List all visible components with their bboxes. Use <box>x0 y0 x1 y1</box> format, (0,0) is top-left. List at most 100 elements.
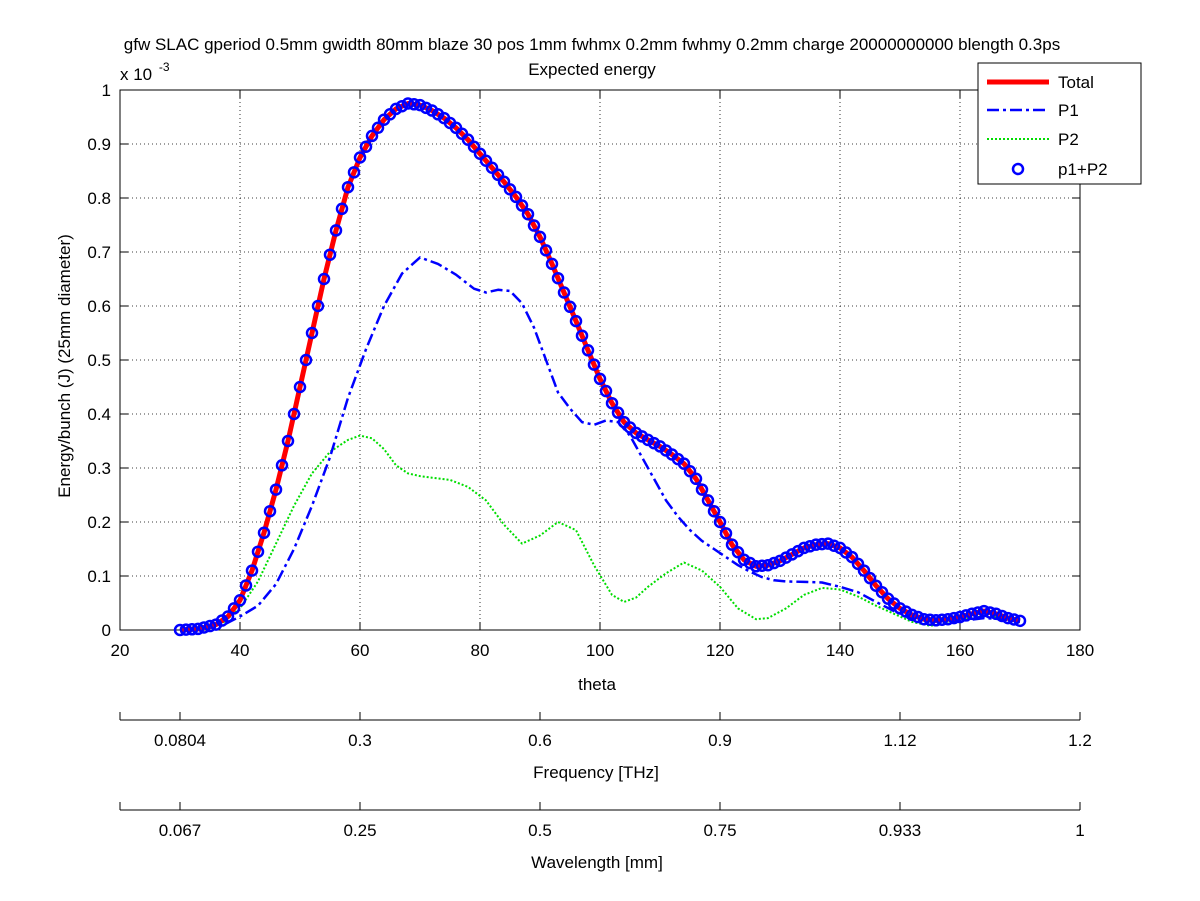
y-tick-label: 0.7 <box>87 243 111 262</box>
marker-point <box>563 300 577 314</box>
marker-point <box>791 544 805 558</box>
secondary-tick-label: 0.0804 <box>154 731 206 750</box>
marker-point <box>767 556 781 570</box>
marker-point <box>299 353 313 367</box>
marker-point <box>245 564 259 577</box>
marker-point <box>713 515 727 529</box>
marker-point <box>173 623 187 637</box>
y-exponent-label: x 10 -3 <box>120 60 170 84</box>
y-tick-label: 0.4 <box>87 405 111 424</box>
marker-point <box>821 537 835 550</box>
marker-point <box>275 459 289 472</box>
marker-point <box>503 183 517 196</box>
marker-point <box>641 433 655 447</box>
secondary-tick-label: 0.75 <box>703 821 736 840</box>
marker-point <box>755 559 769 572</box>
marker-point <box>863 571 877 585</box>
series-line-total <box>179 101 1021 633</box>
marker-point <box>923 613 937 626</box>
marker-point <box>941 612 955 626</box>
legend: Total P1 P2 p1+P2 <box>977 62 1142 185</box>
marker-point <box>197 621 211 634</box>
marker-point <box>719 527 733 540</box>
marker-point <box>509 190 523 204</box>
marker-point <box>467 140 481 153</box>
chart-title: gfw SLAC gperiod 0.5mm gwidth 80mm blaze… <box>124 35 1060 54</box>
marker-point <box>899 605 913 618</box>
marker-point <box>1001 611 1015 625</box>
marker-point <box>413 98 427 112</box>
y-exponent-base: x 10 <box>120 65 152 84</box>
y-tick-label: 0.8 <box>87 189 111 208</box>
legend-label: p1+P2 <box>1058 160 1108 179</box>
marker-point <box>569 314 583 328</box>
marker-point <box>983 606 997 619</box>
series-lines <box>179 101 1021 633</box>
y-tick-label: 0.2 <box>87 513 111 532</box>
secondary-tick-label: 1.12 <box>883 731 916 750</box>
marker-point <box>587 358 601 371</box>
marker-point <box>527 219 541 232</box>
marker-point <box>461 133 475 146</box>
marker-point <box>497 175 511 189</box>
marker-point <box>485 161 499 175</box>
marker-point <box>287 407 301 421</box>
secondary-tick-label: 0.6 <box>528 731 552 750</box>
marker-point <box>233 594 247 607</box>
x-axis: 20 40 60 80 100 120 140 160 180 <box>111 90 1094 660</box>
secondary-tick-label: 0.5 <box>528 821 552 840</box>
marker-point <box>929 614 943 627</box>
marker-point <box>551 271 565 285</box>
marker-point <box>335 202 349 216</box>
legend-label: Total <box>1058 73 1094 92</box>
marker-point <box>1013 614 1027 628</box>
frequency-axis-label: Frequency [THz] <box>533 763 659 782</box>
marker-point <box>401 97 415 110</box>
marker-point <box>995 609 1009 623</box>
marker-point <box>971 606 985 619</box>
marker-point <box>473 147 487 160</box>
marker-point <box>263 504 277 518</box>
y-tick-label: 0.1 <box>87 567 111 586</box>
y-tick-label: 1 <box>102 81 111 100</box>
marker-point <box>809 538 823 551</box>
y-exponent-power: -3 <box>159 60 170 74</box>
wavelength-axis-label: Wavelength [mm] <box>531 853 663 872</box>
y-tick-label: 0.9 <box>87 135 111 154</box>
marker-point <box>539 244 553 257</box>
marker-point <box>599 384 613 398</box>
marker-point <box>761 558 775 572</box>
marker-point <box>731 545 745 559</box>
marker-point <box>545 257 559 271</box>
secondary-tick-label: 1 <box>1075 821 1084 840</box>
marker-point <box>707 504 721 518</box>
secondary-tick-label: 0.25 <box>343 821 376 840</box>
marker-point <box>1007 613 1021 626</box>
marker-point <box>281 434 295 448</box>
marker-point <box>191 622 205 636</box>
marker-point <box>479 154 493 167</box>
marker-point <box>695 483 709 496</box>
marker-point <box>797 541 811 555</box>
marker-point <box>251 545 265 558</box>
marker-point <box>257 526 271 540</box>
marker-point <box>203 619 217 633</box>
x-tick-label: 80 <box>471 641 490 660</box>
x-tick-label: 120 <box>706 641 734 660</box>
marker-point <box>221 610 235 623</box>
marker-point <box>593 372 607 386</box>
marker-point <box>935 613 949 626</box>
marker-point <box>323 248 337 261</box>
y-tick-label: 0.6 <box>87 297 111 316</box>
marker-point <box>533 230 547 244</box>
marker-point <box>419 101 433 115</box>
series-line-p1 <box>179 256 1021 632</box>
marker-point <box>185 623 199 636</box>
marker-point <box>407 98 421 111</box>
x-axis-label: theta <box>578 675 616 694</box>
secondary-tick-label: 0.9 <box>708 731 732 750</box>
marker-point <box>959 609 973 622</box>
marker-point <box>905 608 919 622</box>
y-axis-label: Energy/bunch (J) (25mm diameter) <box>55 234 74 498</box>
